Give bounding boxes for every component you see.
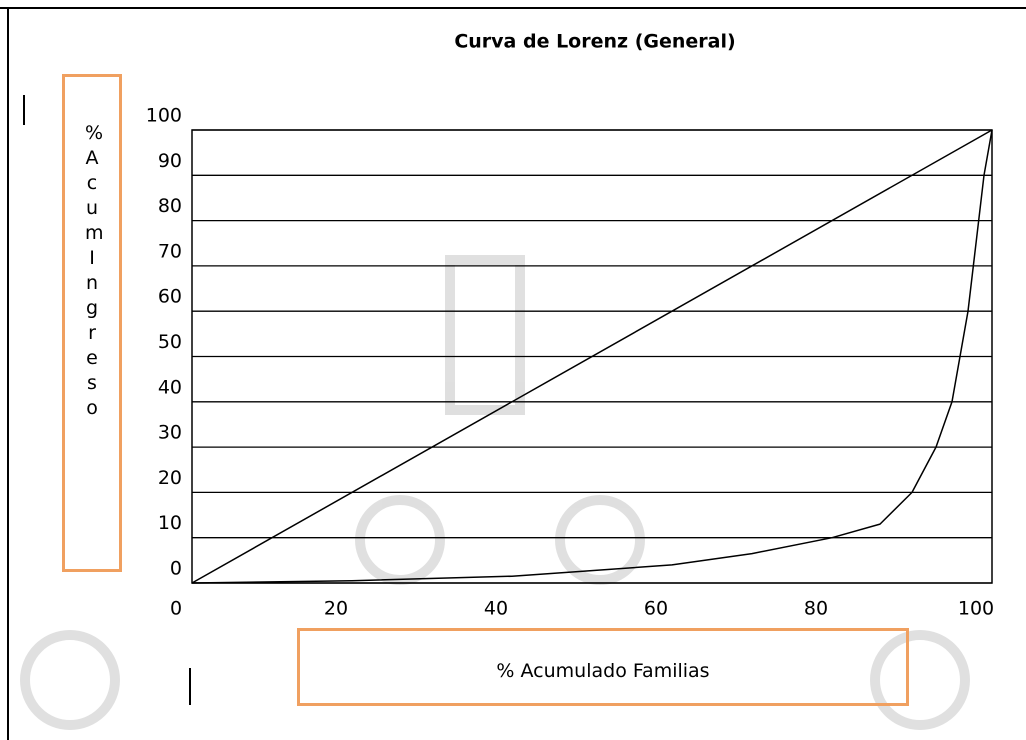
y-tick-label: 20 — [158, 467, 182, 489]
x-tick-label: 100 — [958, 598, 994, 620]
x-axis-label: % Acumulado Familias — [297, 628, 909, 706]
x-tick-label: 60 — [644, 598, 668, 620]
y-tick-label: 50 — [158, 331, 182, 353]
x-tick-label: 0 — [170, 598, 182, 620]
chart-title: Curva de Lorenz (General) — [454, 31, 735, 53]
y-axis-label-box: %AcumIngreso — [62, 74, 122, 572]
y-tick-label: 0 — [170, 558, 182, 580]
y-tick-label: 10 — [158, 512, 182, 534]
y-tick-label: 90 — [158, 150, 182, 172]
x-tick-label: 40 — [484, 598, 508, 620]
y-tick-label: 80 — [158, 195, 182, 217]
x-tick-label: 80 — [804, 598, 828, 620]
x-tick-label: 20 — [324, 598, 348, 620]
y-tick-label: 70 — [158, 240, 182, 262]
y-axis-label: %AcumIngreso — [85, 121, 99, 421]
y-tick-label: 40 — [158, 376, 182, 398]
page: Curva de Lorenz (General) 0 10 20 30 40 50 60 7… — [0, 0, 1026, 740]
y-tick-label: 30 — [158, 422, 182, 444]
y-tick-label: 100 — [146, 105, 182, 127]
y-tick-label: 60 — [158, 286, 182, 308]
